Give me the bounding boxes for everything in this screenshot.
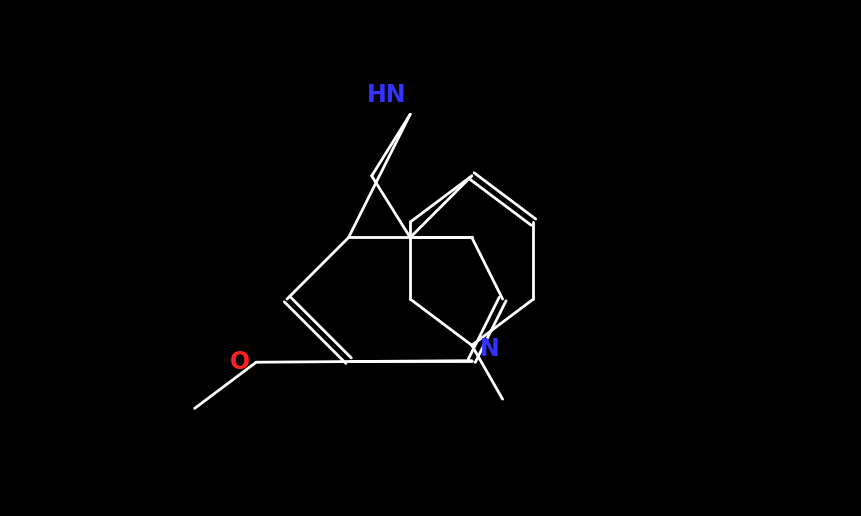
Text: O: O	[230, 350, 250, 374]
Text: N: N	[479, 337, 499, 361]
Text: HN: HN	[367, 83, 406, 107]
